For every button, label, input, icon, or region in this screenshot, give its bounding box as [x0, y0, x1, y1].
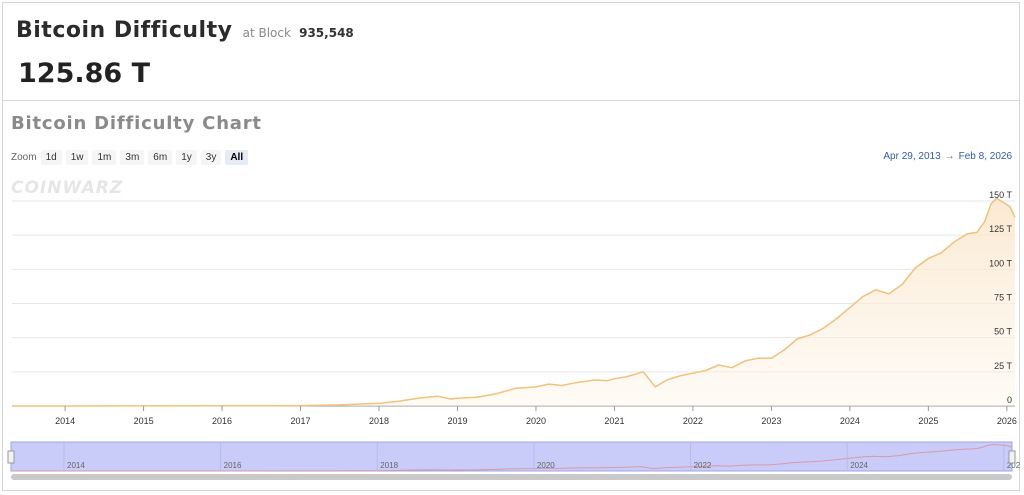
y-tick-label: 50 T: [994, 327, 1012, 337]
navigator-tick-label: 2018: [380, 461, 398, 470]
range-from-input[interactable]: Apr 29, 2013: [883, 151, 941, 162]
x-tick-label: 2017: [291, 416, 311, 426]
date-range: Apr 29, 2013 → Feb 8, 2026: [883, 151, 1012, 162]
x-tick-label: 2020: [526, 416, 546, 426]
header-divider: [3, 100, 1019, 101]
navigator-tick-label: 2024: [850, 461, 868, 470]
y-tick-label: 25 T: [994, 361, 1012, 371]
x-tick-label: 2022: [683, 416, 703, 426]
zoom-button-1m[interactable]: 1m: [92, 149, 117, 165]
zoom-button-3m[interactable]: 3m: [120, 149, 145, 165]
zoom-toolbar: Zoom 1d 1w 1m 3m 6m 1y 3y All: [11, 149, 252, 165]
x-tick-label: 2026: [997, 416, 1017, 426]
block-number: 935,548: [299, 26, 354, 40]
navigator-tick-label: 202: [1007, 461, 1021, 470]
chart-title: Bitcoin Difficulty Chart: [11, 113, 262, 134]
zoom-button-1w[interactable]: 1w: [65, 149, 89, 165]
navigator-handle-right[interactable]: [1008, 450, 1016, 464]
y-tick-label: 100 T: [989, 258, 1012, 268]
range-to-input[interactable]: Feb 8, 2026: [958, 151, 1012, 162]
x-tick-label: 2016: [212, 416, 232, 426]
series-line: [12, 197, 1016, 407]
range-arrow: →: [944, 151, 955, 162]
page-title: Bitcoin Difficulty at Block 935,548: [16, 18, 354, 43]
x-tick-label: 2023: [761, 416, 781, 426]
x-tick-label: 2024: [840, 416, 860, 426]
navigator-handle-left[interactable]: [7, 450, 15, 464]
navigator-tick-label: 2014: [67, 461, 85, 470]
difficulty-value: 125.86 T: [18, 58, 151, 89]
x-tick-label: 2021: [604, 416, 624, 426]
y-tick-label: 75 T: [994, 293, 1012, 303]
zoom-button-1y[interactable]: 1y: [176, 149, 197, 165]
x-tick-label: 2014: [55, 416, 75, 426]
zoom-button-1d[interactable]: 1d: [40, 149, 62, 165]
navigator-window: [10, 441, 1013, 472]
navigator-scrollbar[interactable]: [11, 474, 1012, 480]
title-text: Bitcoin Difficulty: [16, 18, 233, 43]
zoom-label: Zoom: [11, 151, 37, 163]
x-tick-label: 2019: [447, 416, 467, 426]
y-tick-label: 0: [1007, 395, 1012, 405]
block-prefix: at Block: [242, 26, 291, 40]
coinwarz-watermark: COINWARZ: [11, 178, 123, 198]
zoom-button-all[interactable]: All: [225, 149, 249, 165]
x-tick-label: 2018: [369, 416, 389, 426]
navigator-tick-label: 2016: [224, 461, 242, 470]
x-tick-label: 2015: [134, 416, 154, 426]
y-tick-label: 150 T: [989, 190, 1012, 200]
series-area: [12, 198, 1015, 406]
y-tick-label: 125 T: [989, 224, 1012, 234]
navigator-tick-label: 2022: [694, 461, 712, 470]
zoom-button-6m[interactable]: 6m: [148, 149, 173, 165]
zoom-button-3y[interactable]: 3y: [200, 149, 222, 165]
x-tick-label: 2025: [918, 416, 938, 426]
navigator-tick-label: 2020: [537, 461, 555, 470]
